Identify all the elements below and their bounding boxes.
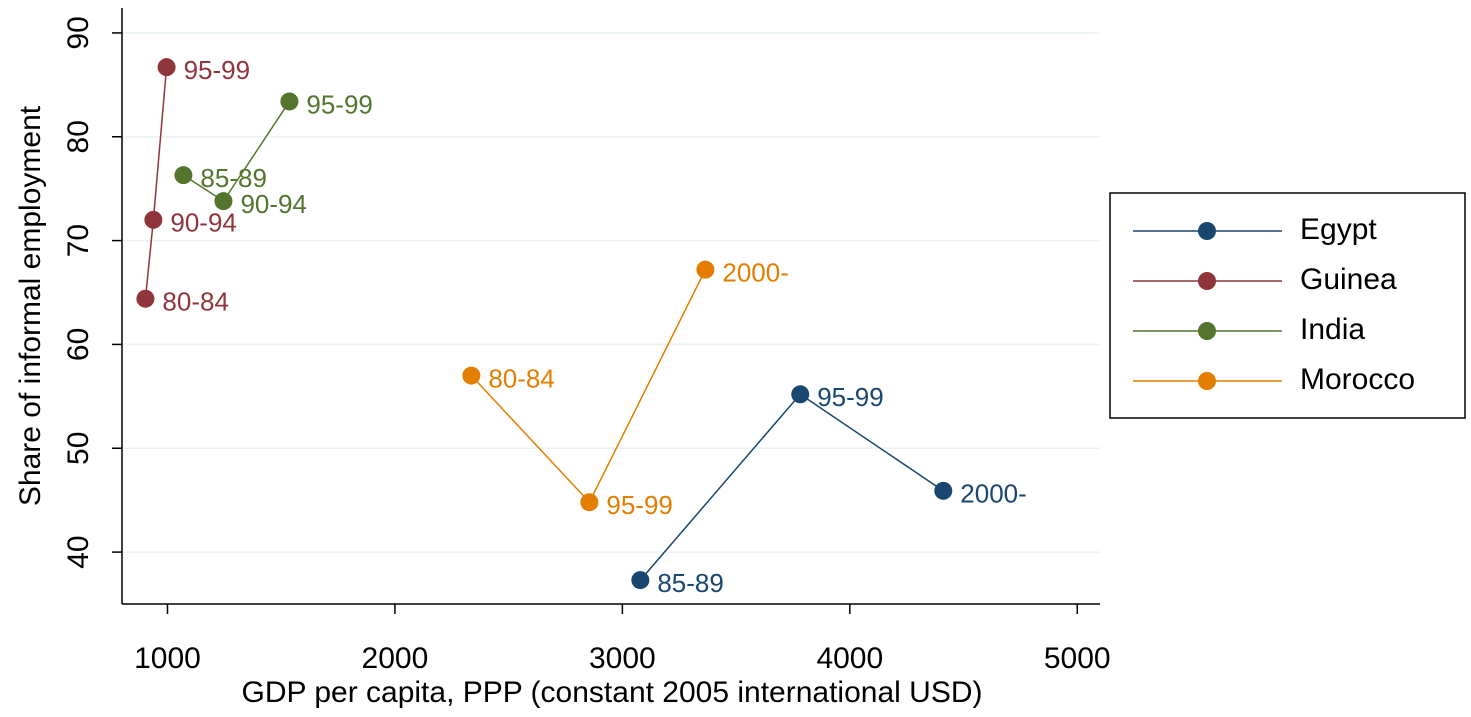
point <box>136 289 155 308</box>
point <box>696 260 715 279</box>
legend-marker <box>1198 222 1216 240</box>
y-tick-label: 40 <box>62 535 95 568</box>
point-label: 90-94 <box>240 189 307 219</box>
legend-marker <box>1198 272 1216 290</box>
point <box>580 493 599 512</box>
point-label: 2000- <box>960 479 1026 509</box>
point-label: 95-99 <box>606 490 673 520</box>
point-label: 95-99 <box>184 55 251 85</box>
x-axis-title: GDP per capita, PPP (constant 2005 inter… <box>242 676 983 709</box>
series-line <box>144 67 168 299</box>
y-tick-label: 90 <box>62 16 95 49</box>
point-label: 85-89 <box>200 163 267 193</box>
point <box>157 58 176 77</box>
x-tick-label: 3000 <box>589 642 656 675</box>
point <box>934 481 953 500</box>
legend-label: India <box>1300 313 1365 346</box>
y-tick-label: 80 <box>62 120 95 153</box>
y-tick-label: 50 <box>62 432 95 465</box>
point-label: 80-84 <box>488 363 555 393</box>
x-tick-label: 1000 <box>134 642 201 675</box>
point-label: 2000- <box>722 258 789 288</box>
point <box>214 192 233 211</box>
legend-marker <box>1198 322 1216 340</box>
point <box>280 92 299 111</box>
x-tick-label: 2000 <box>362 642 429 675</box>
point-label: 95-99 <box>817 382 884 412</box>
point <box>631 571 650 590</box>
y-axis-title: Share of informal employment <box>14 105 47 506</box>
legend-label: Egypt <box>1300 213 1377 246</box>
y-tick-label: 60 <box>62 328 95 361</box>
y-tick-label: 70 <box>62 224 95 257</box>
legend-label: Morocco <box>1300 363 1415 396</box>
x-tick-label: 4000 <box>816 642 883 675</box>
point-label: 80-84 <box>162 287 229 317</box>
point <box>462 366 481 385</box>
point <box>174 166 193 185</box>
legend-label: Guinea <box>1300 263 1397 296</box>
point-label: 95-99 <box>306 89 373 119</box>
point-label: 90-94 <box>170 208 237 238</box>
point <box>791 385 810 404</box>
legend-marker <box>1198 372 1216 390</box>
x-tick-label: 5000 <box>1044 642 1111 675</box>
point <box>144 210 163 229</box>
point-label: 85-89 <box>657 568 724 598</box>
